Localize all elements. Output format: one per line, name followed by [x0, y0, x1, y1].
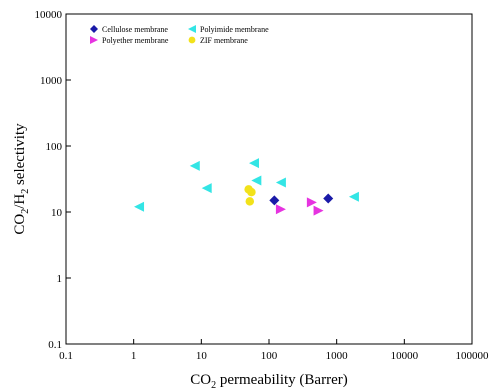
- zif-membrane-point: [247, 187, 256, 197]
- y-tick-label: 10: [51, 207, 63, 219]
- y-tick-label: 0.1: [48, 339, 62, 351]
- legend-label-cellulose-membrane: Cellulose membrane: [102, 25, 168, 34]
- polyimide-membrane-point: [248, 158, 259, 169]
- x-tick-label: 10: [196, 350, 208, 362]
- y-tick-label: 1000: [40, 75, 63, 87]
- data-points: [134, 158, 359, 216]
- x-tick-label: 1000: [326, 350, 349, 362]
- polyimide-membrane-point: [201, 183, 212, 194]
- polyimide-membrane-point: [251, 175, 262, 186]
- legend-marker-polyether-membrane: [90, 36, 98, 44]
- polyimide-membrane-point: [189, 160, 200, 171]
- x-tick-label: 0.1: [59, 350, 73, 362]
- zif-membrane-point: [245, 197, 255, 206]
- y-tick-label: 10000: [35, 9, 63, 21]
- legend-label-polyether-membrane: Polyether membrane: [102, 36, 169, 45]
- polyimide-membrane-point: [275, 177, 286, 188]
- plot-frame: [65, 13, 473, 345]
- legend-label-polyimide-membrane: Polyimide membrane: [200, 25, 269, 34]
- legend-marker-cellulose-membrane: [90, 25, 98, 33]
- polyether-membrane-point: [306, 197, 317, 208]
- polyether-membrane-point: [313, 205, 324, 216]
- x-axis-title: CO2 permeability (Barrer): [190, 372, 347, 391]
- x-tick-label: 100: [261, 350, 278, 362]
- y-tick-label: 1: [57, 273, 63, 285]
- cellulose-membrane-point: [269, 195, 280, 206]
- x-tick-label: 100000: [456, 350, 490, 362]
- polyether-membrane-point: [275, 204, 286, 215]
- legend-marker-polyimide-membrane: [188, 25, 196, 33]
- y-tick-label: 100: [46, 141, 63, 153]
- legend-marker-zif-membrane: [188, 36, 196, 44]
- legend-label-zif-membrane: ZIF membrane: [200, 36, 248, 45]
- legend: Cellulose membrane Polyether membrane Poly…: [90, 25, 269, 45]
- x-tick-label: 10000: [391, 350, 419, 362]
- x-tick-label: 1: [131, 350, 137, 362]
- y-axis-title: CO2/H2 selectivity: [12, 123, 31, 235]
- polyimide-membrane-point: [134, 201, 145, 212]
- polyimide-membrane-point: [348, 191, 359, 202]
- axis-ticks: 0.1 1 10 100 1000 10000 100000 0.1 1 10 100 1000 100…: [35, 9, 490, 362]
- cellulose-membrane-point: [323, 193, 334, 204]
